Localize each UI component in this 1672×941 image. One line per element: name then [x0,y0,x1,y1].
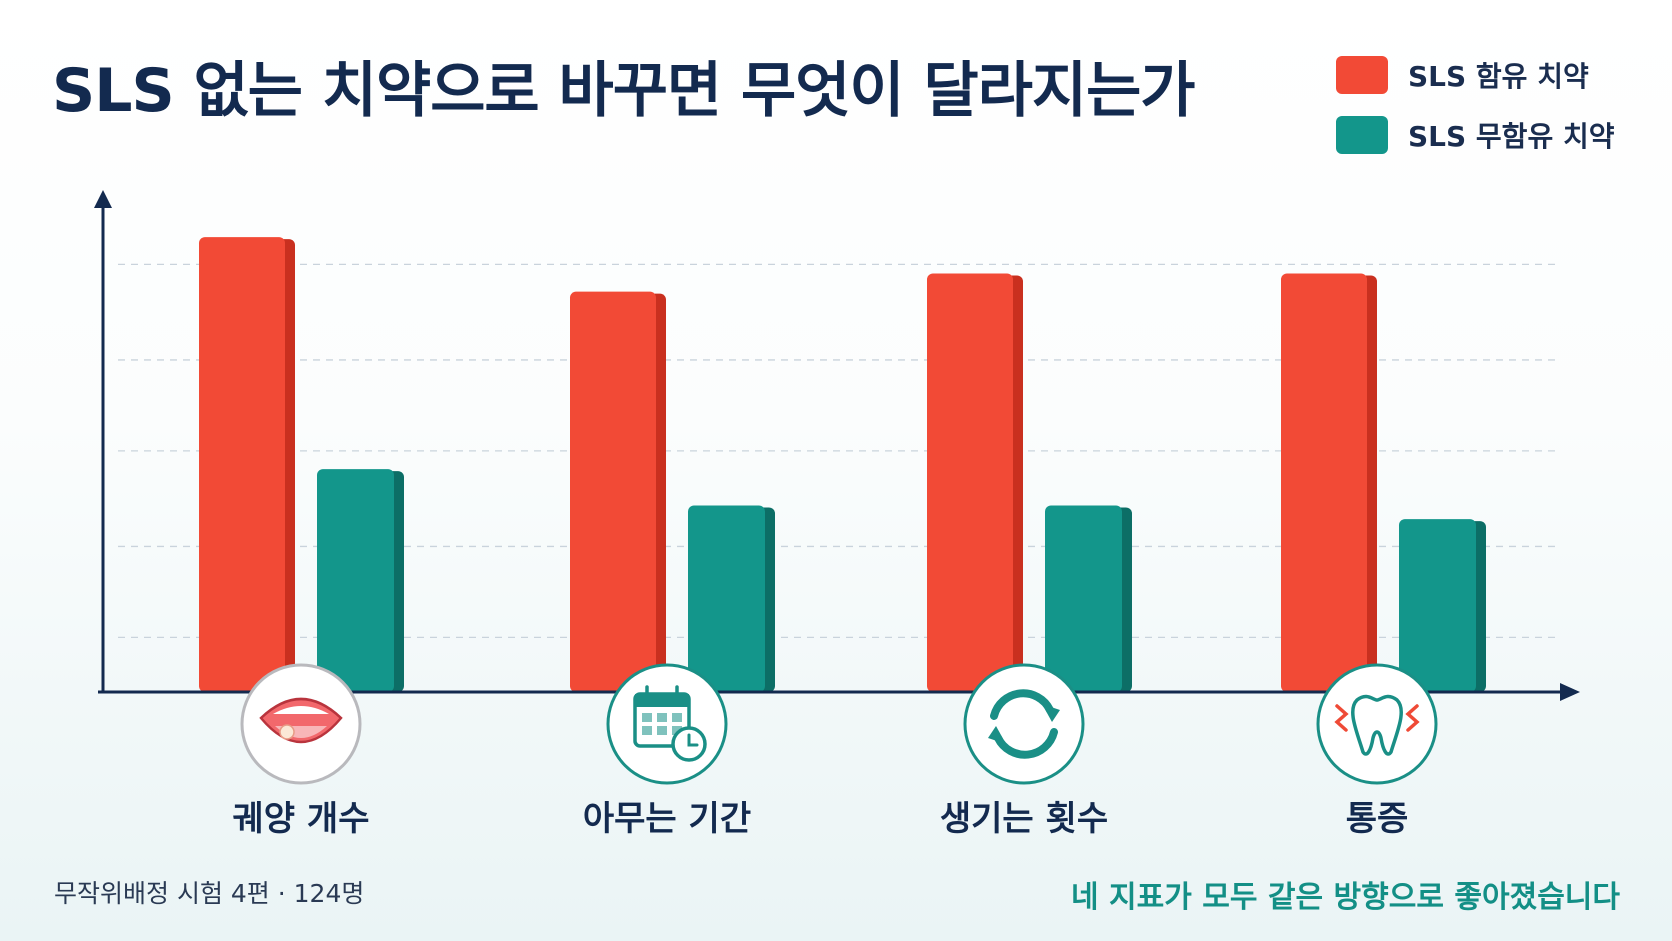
bar-sls-free-3 [1045,505,1132,692]
cycle-arrows-icon [963,663,1085,785]
legend: SLS 함유 치약 SLS 무함유 치약 [1336,55,1614,175]
legend-label-sls-free: SLS 무함유 치약 [1408,120,1615,153]
tooth-pain-icon [1316,663,1438,785]
legend-item-sls: SLS 함유 치약 [1336,55,1614,95]
category-label-4: 통증 [1346,799,1409,839]
bar-sls-free-1 [317,469,404,692]
mouth-ulcer-icon [240,663,362,785]
x-axis-arrow [1560,683,1580,701]
bar-sls-3 [927,273,1023,692]
calendar-clock-icon [606,663,728,785]
bar-sls-2 [570,291,666,692]
legend-swatch-sls [1336,56,1388,94]
bar-sls-1 [199,237,295,693]
legend-label-sls: SLS 함유 치약 [1408,60,1589,93]
category-label-3: 생기는 횟수 [940,799,1108,839]
bar-sls-free-4 [1399,519,1486,692]
bar-sls-free-2 [688,505,775,692]
category-label-2: 아무는 기간 [583,799,751,839]
conclusion-text: 네 지표가 모두 같은 방향으로 좋아졌습니다 [1070,880,1620,915]
legend-swatch-sls-free [1336,116,1388,154]
study-footnote: 무작위배정 시험 4편 · 124명 [54,879,365,908]
chart-title: SLS 없는 치약으로 바꾸면 무엇이 달라지는가 [52,56,1196,126]
bar-sls-4 [1281,273,1377,692]
category-label-1: 궤양 개수 [233,799,370,839]
legend-item-sls-free: SLS 무함유 치약 [1336,115,1614,155]
y-axis-arrow [94,190,112,208]
